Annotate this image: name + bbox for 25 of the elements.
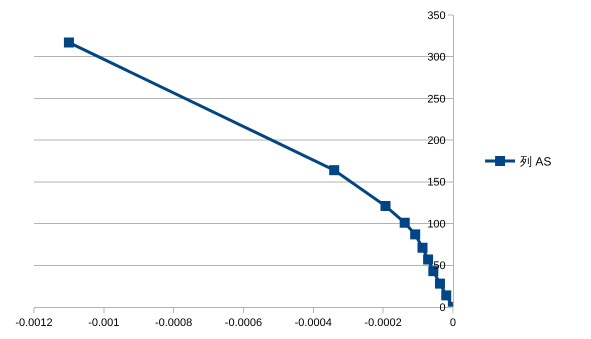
point [434, 278, 445, 289]
y-tick-label: 200 [427, 134, 446, 147]
x-tick-label: -0.0008 [154, 317, 192, 330]
y-tick-label: 0 [440, 302, 446, 314]
point [380, 201, 391, 212]
point [441, 290, 452, 300]
x-tick-label: -0.001 [88, 317, 120, 330]
y-tick-label: 350 [427, 10, 446, 22]
x-tick-label: -0.0006 [224, 317, 262, 330]
y-tick-label: 150 [427, 176, 446, 189]
y-tick-label: 50 [433, 260, 446, 272]
point [418, 242, 428, 253]
point [329, 165, 340, 176]
x-tick-label: -0.0012 [15, 317, 53, 330]
x-tick-label: 0 [450, 317, 456, 330]
y-tick-label: 300 [427, 52, 446, 64]
y-tick-label: 250 [427, 93, 446, 106]
point [400, 218, 410, 228]
y-tick-label: 100 [427, 218, 446, 230]
legend-label: 列 AS [520, 154, 552, 169]
x-tick-label: -0.0002 [364, 317, 402, 330]
x-tick-label: -0.0004 [294, 317, 332, 330]
point [410, 229, 420, 240]
point [423, 254, 434, 264]
point [64, 38, 74, 48]
